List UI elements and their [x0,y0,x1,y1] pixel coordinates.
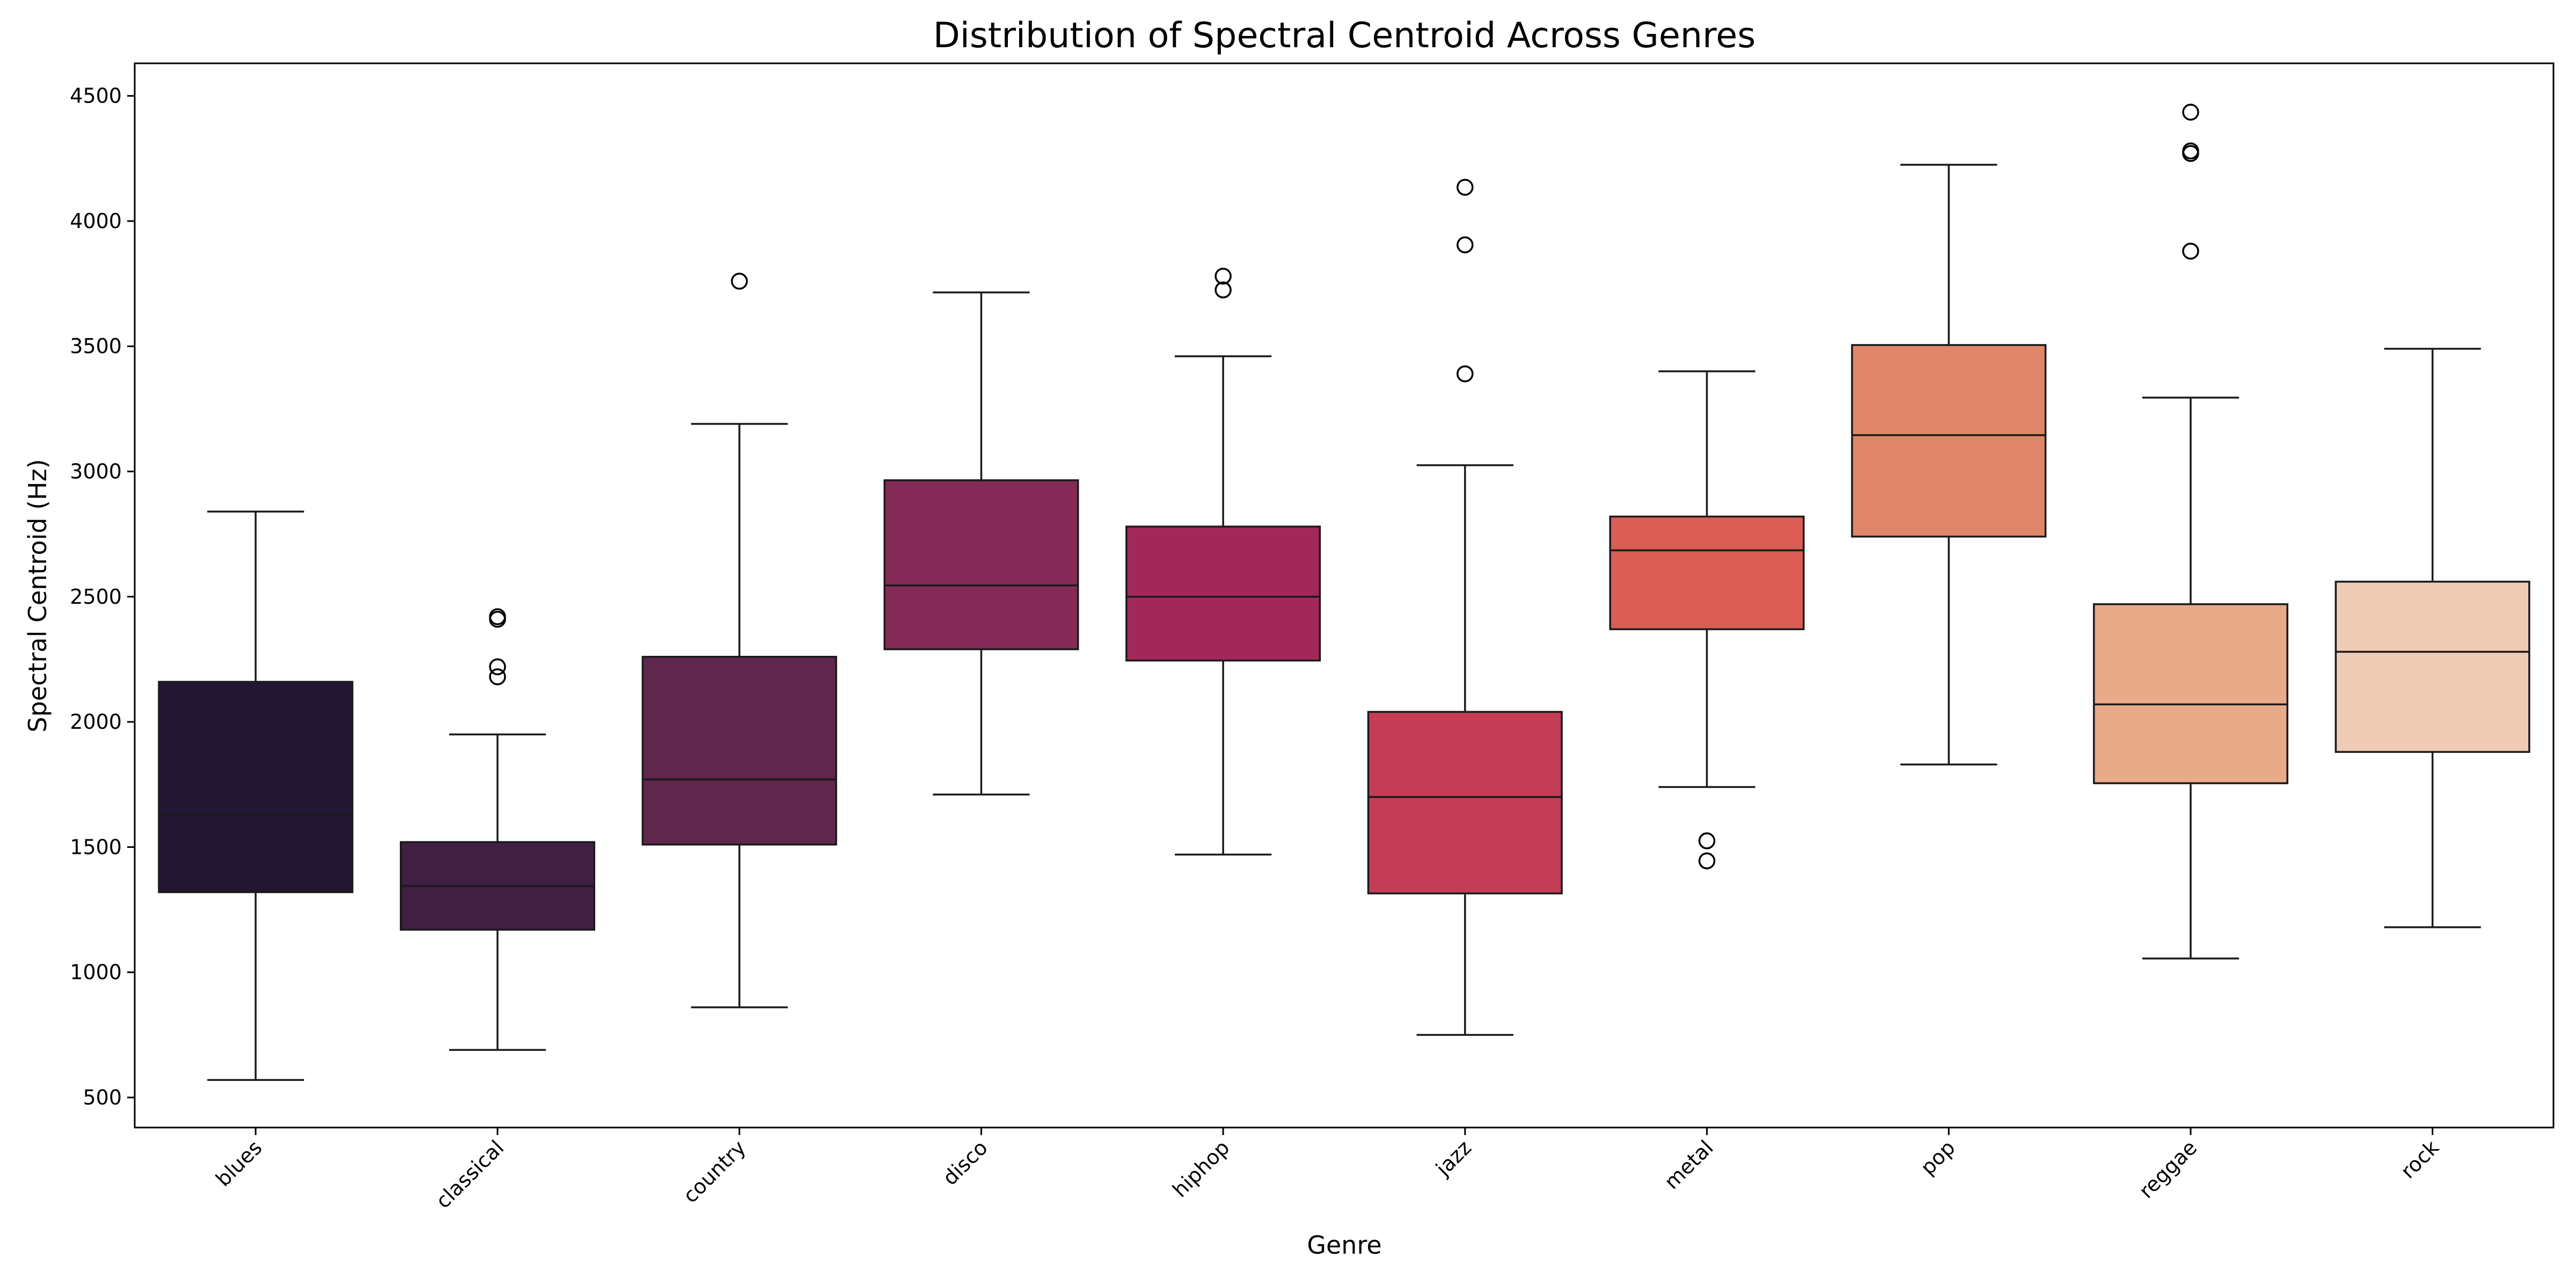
x-tick-label-jazz: jazz [1431,1136,1476,1181]
axes-frame [134,62,2555,1129]
outlier-point [1214,281,1232,299]
x-tick-label-metal: metal [1660,1136,1718,1194]
y-tick-label: 4000 [70,209,122,233]
iqr-box [2334,581,2530,753]
y-tick-label: 2500 [70,585,122,609]
outlier-point [2182,104,2199,121]
outlier-point [2182,142,2199,160]
x-tick-label-hiphop: hiphop [1168,1136,1234,1202]
iqr-box [1367,711,1563,895]
box-classical [400,608,596,1051]
box-jazz [1367,179,1563,1036]
plot-area [158,104,2530,1081]
iqr-box [883,479,1079,650]
x-tick-label-country: country [678,1136,750,1208]
x-axis: blues classical country disco hiphop jazz meta… [211,1128,2443,1213]
box-disco [883,291,1079,796]
x-tick-label-rock: rock [2396,1136,2443,1183]
x-tick-label-blues: blues [211,1136,267,1191]
outlier-point [1457,365,1474,383]
box-metal [1609,370,1805,869]
iqr-box [2092,603,2288,785]
iqr-box [1125,525,1321,662]
iqr-box [1851,344,2047,538]
box-reggae [2092,104,2288,960]
y-tick-label: 2000 [70,710,122,734]
y-tick-label: 3500 [70,334,122,358]
y-tick-label: 1500 [70,835,122,859]
outlier-point [489,668,506,685]
y-axis-label: Spectral Centroid (Hz) [23,459,52,732]
outlier-point [1457,179,1474,196]
outlier-point [1457,236,1474,254]
iqr-box [158,680,354,894]
outlier-point [1214,267,1232,285]
y-tick-label: 3000 [70,460,122,484]
iqr-box [641,656,837,846]
x-tick-label-pop: pop [1916,1136,1960,1180]
y-axis: 500 1000 1500 2000 2500 3000 3500 4000 4500 [70,84,135,1109]
x-tick-label-disco: disco [938,1136,992,1190]
x-axis-label: Genre [1307,1231,1381,1260]
box-country [641,273,837,1008]
x-tick-label-reggae: reggae [2134,1136,2201,1203]
box-pop [1851,164,2047,766]
y-tick-label: 500 [83,1086,122,1109]
box-blues [158,510,354,1081]
box-rock [2334,348,2530,928]
outlier-point [489,658,506,676]
x-tick-label-classical: classical [431,1136,508,1213]
iqr-box [1609,515,1805,631]
outlier-point [1698,852,1716,869]
outlier-point [2182,243,2199,260]
chart-title: Distribution of Spectral Centroid Across… [933,16,1756,56]
y-tick-label: 1000 [70,961,122,984]
outlier-point [731,273,748,290]
y-tick-label: 4500 [70,84,122,108]
box-hiphop [1125,267,1321,856]
outlier-point [489,608,506,625]
outlier-point [1698,832,1716,850]
